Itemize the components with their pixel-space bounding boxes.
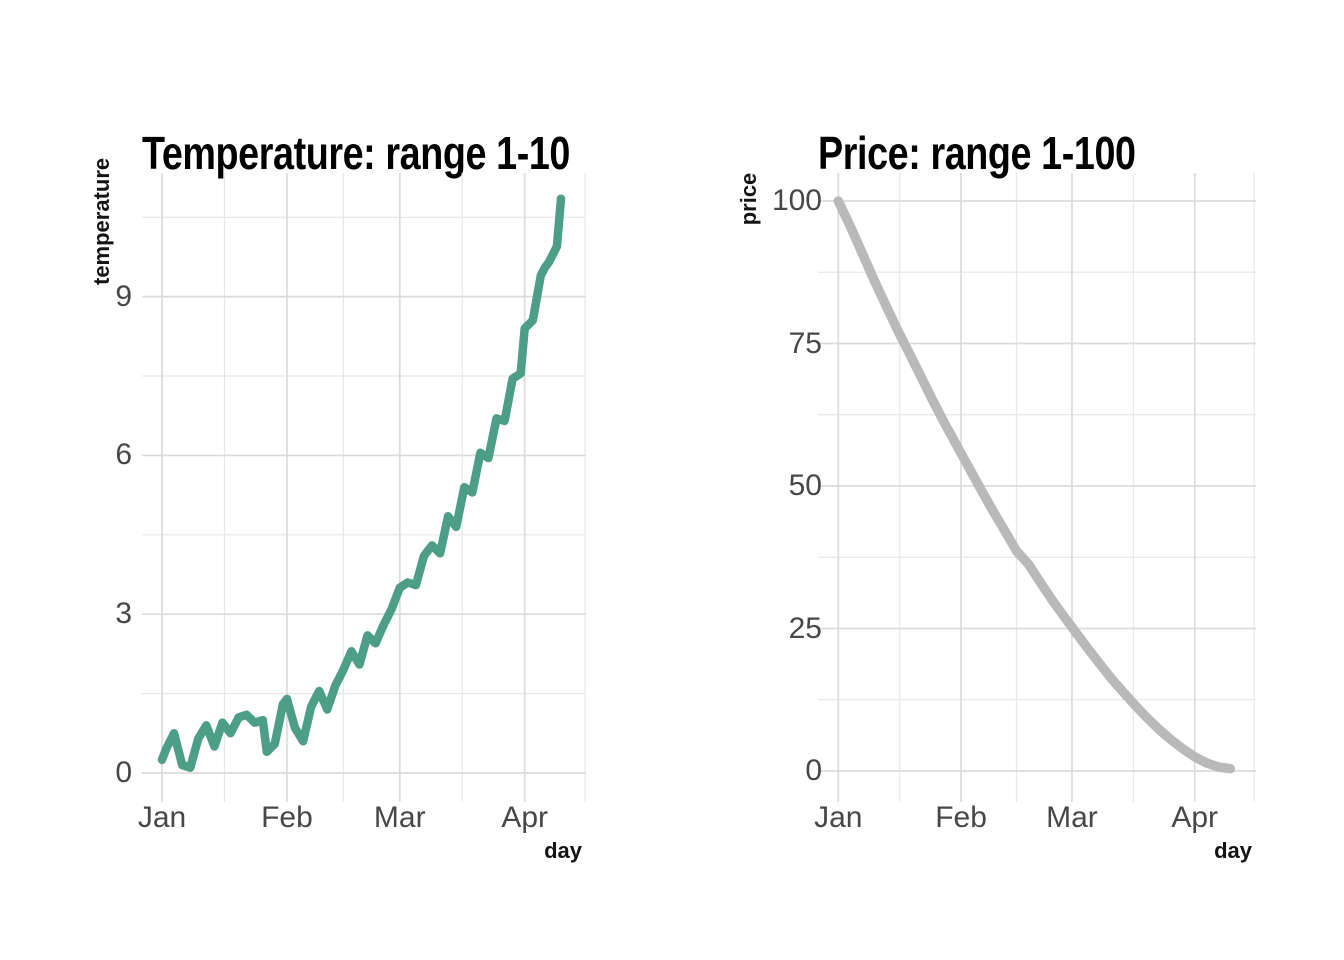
plot-panel bbox=[818, 173, 1256, 802]
y-tick-label: 0 bbox=[115, 756, 132, 789]
x-tick-label: Jan bbox=[814, 801, 863, 834]
y-tick-label: 75 bbox=[788, 326, 822, 360]
price-line bbox=[833, 196, 1236, 774]
y-tick-label: 6 bbox=[115, 438, 132, 472]
x-tick-label: Feb bbox=[261, 801, 313, 834]
y-tick-label: 25 bbox=[788, 611, 822, 645]
chart-title: Price: range 1-100 bbox=[818, 127, 1136, 180]
y-axis-title: temperature bbox=[89, 157, 114, 285]
x-tick-label: Mar bbox=[1046, 801, 1098, 834]
y-tick-label: 0 bbox=[805, 754, 822, 787]
x-tick-label: Feb bbox=[935, 801, 987, 834]
x-tick-label: Apr bbox=[1171, 801, 1219, 834]
y-tick-label: 50 bbox=[788, 469, 822, 502]
chart-title: Temperature: range 1-10 bbox=[142, 127, 571, 180]
temperature-line bbox=[157, 194, 566, 772]
x-tick-label: Mar bbox=[373, 801, 426, 834]
y-tick-label: 9 bbox=[115, 279, 132, 313]
x-tick-label: Apr bbox=[501, 801, 549, 834]
x-tick-label: Jan bbox=[137, 801, 187, 834]
plot-panel bbox=[142, 173, 586, 802]
y-tick-label: 3 bbox=[115, 597, 132, 631]
x-axis-title: day bbox=[1214, 838, 1252, 863]
y-tick-label: 100 bbox=[771, 184, 822, 217]
x-axis-title: day bbox=[544, 838, 582, 863]
